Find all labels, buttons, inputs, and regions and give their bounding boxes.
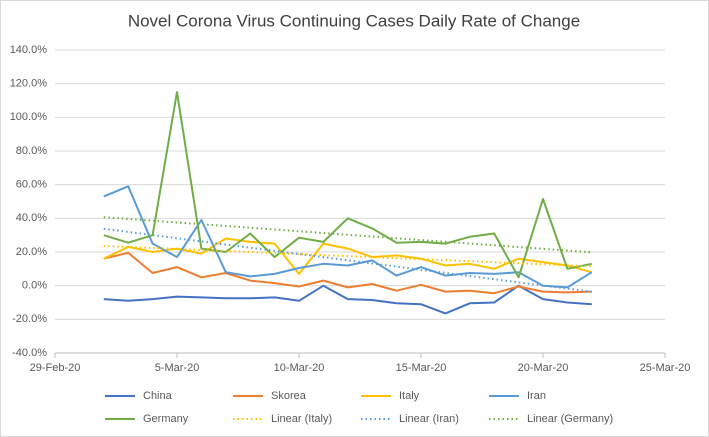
- series-line: [103, 185, 593, 289]
- x-tick-label: 25-Mar-20: [640, 362, 691, 374]
- legend-label: Linear (Italy): [271, 413, 332, 425]
- x-tick-label: 5-Mar-20: [155, 362, 200, 374]
- series-line: [103, 284, 592, 315]
- series-line: [103, 251, 592, 295]
- y-tick-label: -20.0%: [12, 313, 47, 325]
- legend-label: Linear (Iran): [399, 413, 459, 425]
- y-tick-label: 140.0%: [10, 44, 48, 56]
- y-tick-label: -40.0%: [12, 347, 47, 359]
- y-tick-label: 40.0%: [16, 212, 47, 224]
- legend-label: Italy: [399, 390, 420, 402]
- legend-label: Iran: [527, 390, 546, 402]
- legend-label: Skorea: [271, 390, 307, 402]
- legend-label: Germany: [143, 413, 189, 425]
- trendline: [103, 244, 592, 268]
- chart-title: Novel Corona Virus Continuing Cases Dail…: [128, 11, 580, 30]
- legend-label: China: [143, 390, 173, 402]
- x-tick-label: 10-Mar-20: [274, 362, 325, 374]
- x-tick-label: 29-Feb-20: [30, 362, 81, 374]
- legend-label: Linear (Germany): [527, 413, 613, 425]
- y-tick-label: 100.0%: [10, 111, 48, 123]
- trendline: [103, 227, 592, 293]
- series-line: [103, 91, 593, 279]
- x-tick-label: 15-Mar-20: [396, 362, 447, 374]
- y-tick-label: 0.0%: [22, 280, 47, 292]
- y-tick-label: 80.0%: [16, 145, 47, 157]
- trendline: [103, 216, 592, 254]
- x-tick-label: 20-Mar-20: [518, 362, 569, 374]
- y-tick-label: 20.0%: [16, 246, 47, 258]
- y-tick-label: 120.0%: [10, 78, 48, 90]
- y-tick-label: 60.0%: [16, 179, 47, 191]
